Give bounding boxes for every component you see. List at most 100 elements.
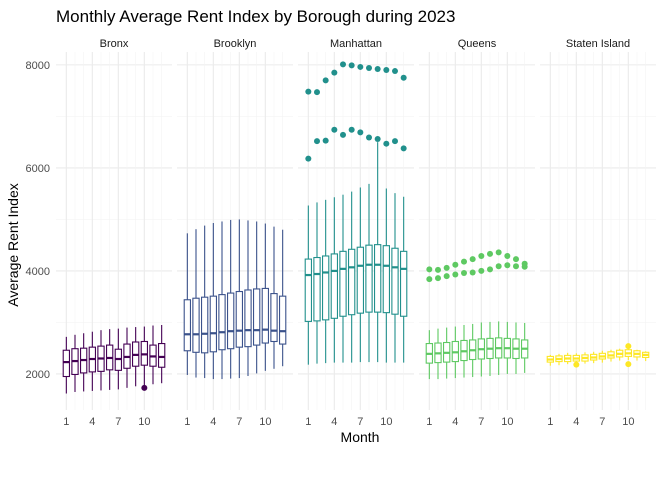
x-tick-label: 7: [115, 416, 121, 428]
outlier-point: [487, 250, 493, 257]
box-month-5: [581, 352, 589, 364]
outlier-point: [331, 69, 338, 76]
outlier-point: [400, 145, 407, 152]
box-iqr: [183, 299, 192, 352]
box-month-2: [555, 353, 563, 366]
outlier-point: [340, 61, 346, 68]
outlier-point: [374, 65, 381, 72]
outlier-point: [392, 138, 398, 145]
outlier-point: [504, 262, 511, 269]
outlier-point: [374, 136, 381, 143]
box-month-9: [373, 142, 382, 363]
outlier-point: [322, 77, 329, 84]
box-iqr: [252, 288, 261, 346]
box-iqr: [347, 248, 356, 316]
box-iqr: [382, 245, 391, 314]
x-tick-label: 10: [138, 416, 150, 428]
outlier-point: [366, 64, 372, 71]
outlier-point: [400, 74, 407, 81]
box-iqr: [261, 287, 270, 344]
box-month-7: [598, 350, 607, 363]
outlier-point: [435, 275, 441, 282]
box-month-8: [486, 321, 494, 377]
outlier-point: [495, 263, 502, 270]
box-month-8: [123, 327, 131, 388]
box-iqr: [321, 255, 330, 321]
outlier-point: [625, 361, 632, 368]
y-tick-label: 8000: [26, 60, 50, 72]
box-month-10: [140, 326, 149, 386]
box-iqr: [365, 244, 373, 313]
outlier-point: [322, 137, 329, 144]
box-month-4: [88, 331, 97, 391]
outlier-point: [305, 88, 312, 95]
outlier-point: [478, 252, 485, 259]
panel-manhattan: Manhattan 1 4 7 10: [298, 38, 414, 428]
box-iqr: [192, 297, 200, 353]
outlier-point: [331, 126, 338, 133]
outlier-point: [443, 273, 450, 280]
box-iqr: [235, 290, 244, 348]
box-month-4: [209, 223, 218, 380]
y-tick-label: 2000: [26, 369, 50, 381]
box-month-4: [451, 326, 460, 379]
outlier-point: [452, 271, 459, 278]
box-month-1: [62, 336, 71, 394]
outlier-point: [513, 263, 519, 270]
box-month-9: [131, 327, 140, 387]
outlier-point: [426, 266, 433, 273]
x-tick-label: 7: [478, 416, 484, 428]
box-month-3: [442, 327, 451, 379]
box-month-7: [477, 322, 486, 377]
outlier-point: [141, 384, 148, 391]
outlier-point: [305, 155, 312, 162]
box-iqr: [244, 289, 252, 348]
box-month-6: [468, 323, 477, 378]
facet-strip-label: Queens: [458, 38, 497, 50]
box-month-12: [641, 351, 650, 362]
box-month-11: [391, 193, 399, 363]
box-month-5: [97, 330, 105, 391]
x-tick-label: 1: [547, 416, 553, 428]
x-tick-label: 10: [259, 416, 271, 428]
box-month-1: [425, 330, 434, 380]
x-axis-title: Month: [341, 429, 380, 445]
outlier-point: [392, 68, 398, 75]
box-month-2: [313, 202, 321, 364]
box-month-10: [624, 348, 633, 361]
outlier-point: [625, 343, 632, 350]
box-iqr: [330, 253, 339, 319]
box-month-8: [244, 220, 252, 377]
box-month-6: [226, 219, 235, 379]
box-month-1: [304, 205, 313, 365]
x-tick-label: 10: [501, 416, 513, 428]
box-month-1: [546, 354, 555, 366]
panel-queens: Queens 1 4 7 10: [419, 38, 535, 428]
box-month-7: [114, 328, 123, 390]
outlier-point: [452, 261, 459, 268]
box-iqr: [62, 349, 71, 378]
outlier-point: [443, 264, 450, 271]
box-month-3: [321, 199, 330, 364]
box-iqr: [339, 250, 347, 317]
box-month-3: [79, 333, 88, 392]
box-month-4: [330, 197, 339, 363]
x-tick-label: 7: [236, 416, 242, 428]
outlier-point: [357, 129, 364, 136]
outlier-point: [348, 62, 355, 69]
box-iqr: [399, 250, 408, 317]
box-month-5: [339, 194, 347, 363]
outlier-point: [513, 256, 519, 263]
x-tick-label: 10: [380, 416, 392, 428]
box-iqr: [200, 296, 209, 354]
outlier-point: [469, 256, 476, 263]
panel-staten-island: Staten Island 1 4 7 10: [540, 38, 656, 428]
box-month-2: [192, 229, 200, 378]
x-tick-label: 1: [184, 416, 190, 428]
box-month-12: [520, 322, 529, 373]
box-iqr: [373, 244, 382, 313]
x-tick-label: 7: [357, 416, 363, 428]
box-iqr: [313, 256, 321, 322]
